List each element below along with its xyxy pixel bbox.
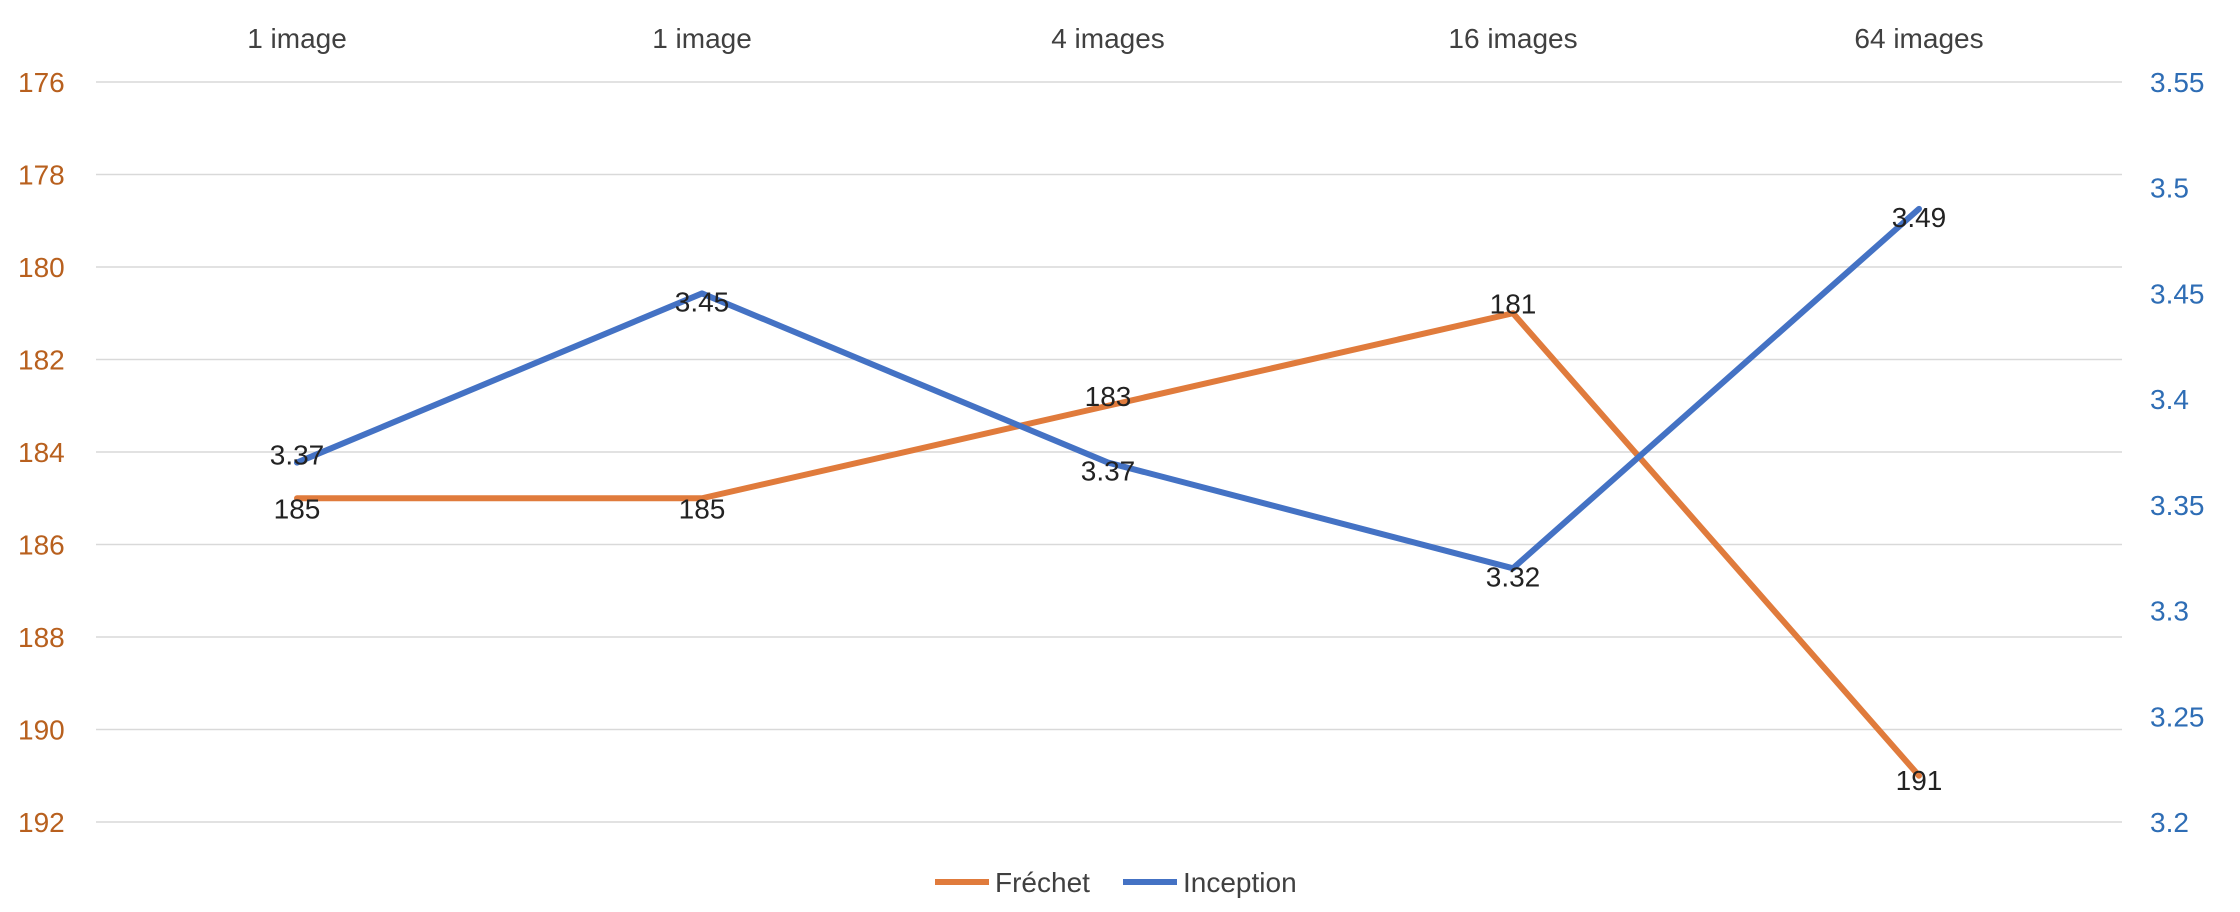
legend-item: Fréchet [935, 867, 1090, 898]
data-label: 183 [1085, 381, 1132, 412]
right-y-tick-label: 3.35 [2150, 490, 2205, 521]
data-label: 185 [679, 493, 726, 524]
category-label: 4 images [1051, 23, 1165, 54]
data-label: 3.37 [270, 440, 325, 471]
left-y-axis: 176 178 180 182 184 186 188 190 192 [18, 67, 65, 838]
category-label: 64 images [1854, 23, 1983, 54]
left-y-tick-label: 184 [18, 437, 65, 468]
right-y-tick-label: 3.5 [2150, 173, 2189, 204]
data-label: 191 [1896, 765, 1943, 796]
category-label: 1 image [652, 23, 752, 54]
legend-item: Inception [1123, 867, 1297, 898]
series-line-inception [294, 205, 1922, 572]
left-y-tick-label: 186 [18, 530, 65, 561]
right-y-tick-label: 3.2 [2150, 807, 2189, 838]
legend-label: Inception [1183, 867, 1297, 898]
right-y-tick-label: 3.4 [2150, 384, 2189, 415]
legend-label: Fréchet [995, 867, 1090, 898]
right-y-tick-label: 3.3 [2150, 596, 2189, 627]
category-label: 1 image [247, 23, 347, 54]
data-label: 3.49 [1892, 202, 1947, 233]
data-label: 185 [274, 493, 321, 524]
right-y-tick-label: 3.25 [2150, 701, 2205, 732]
data-label: 181 [1490, 288, 1537, 319]
category-label: 16 images [1448, 23, 1577, 54]
left-y-tick-label: 190 [18, 715, 65, 746]
data-labels: 185 185 183 181 191 3.37 3.45 3.37 3.32 3.49 [270, 202, 1947, 796]
category-axis-labels: 1 image 1 image 4 images 16 images 64 images [247, 23, 1983, 54]
series-lines [294, 205, 1922, 779]
gridlines [96, 81, 2122, 823]
left-y-tick-label: 178 [18, 160, 65, 191]
left-y-tick-label: 188 [18, 622, 65, 653]
data-label: 3.45 [675, 286, 730, 317]
left-y-tick-label: 182 [18, 345, 65, 376]
right-y-axis: 3.55 3.5 3.45 3.4 3.35 3.3 3.25 3.2 [2150, 67, 2205, 838]
data-label: 3.37 [1081, 456, 1136, 487]
series-line-fr-chet [294, 310, 1922, 779]
left-y-tick-label: 176 [18, 67, 65, 98]
left-y-tick-label: 192 [18, 807, 65, 838]
legend: Fréchet Inception [935, 867, 1297, 898]
right-y-tick-label: 3.45 [2150, 278, 2205, 309]
data-label: 3.32 [1486, 561, 1541, 592]
right-y-tick-label: 3.55 [2150, 67, 2205, 98]
left-y-tick-label: 180 [18, 252, 65, 283]
